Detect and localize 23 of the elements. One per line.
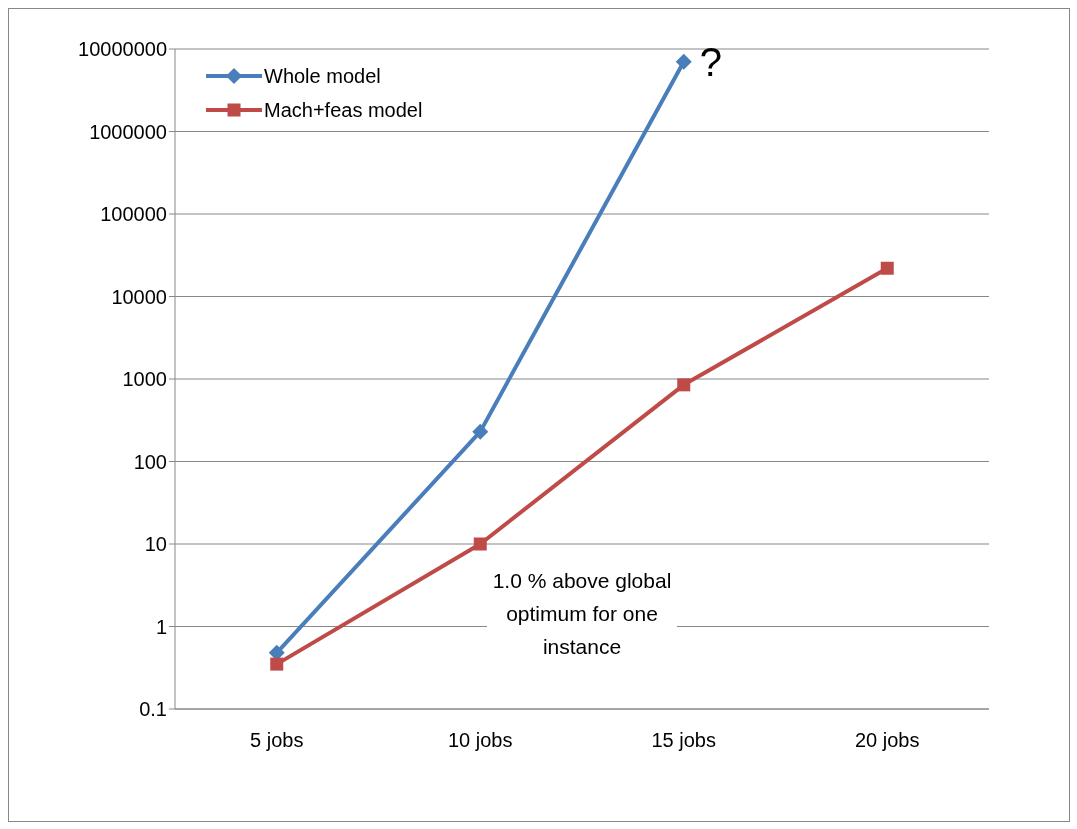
x-tick-label: 15 jobs <box>651 729 716 752</box>
x-tick-label: 20 jobs <box>855 729 920 752</box>
annotation: 1.0 % above global optimum for one instance <box>487 564 677 663</box>
y-tick-label: 0.1 <box>139 698 167 721</box>
y-tick-label: 1000 <box>122 368 167 391</box>
y-tick-label: 100000 <box>100 203 167 226</box>
y-tick-label: 1 <box>155 615 167 638</box>
point <box>472 423 489 440</box>
point <box>270 657 284 671</box>
point <box>880 261 894 275</box>
legend-label: Mach+feas model <box>264 98 423 122</box>
y-tick-label: 10000 <box>111 285 167 308</box>
point <box>473 537 487 551</box>
point <box>677 378 691 392</box>
legend-label: Whole model <box>264 64 381 88</box>
annotation: ? <box>699 39 722 84</box>
x-tick-label: 10 jobs <box>448 729 513 752</box>
y-tick-label: 1000000 <box>89 120 167 143</box>
y-tick-label: 10 <box>144 533 167 556</box>
y-tick-label: 100 <box>133 450 167 473</box>
point <box>675 53 692 70</box>
y-tick-label: 10000000 <box>78 38 167 61</box>
x-tick-label: 5 jobs <box>250 729 304 752</box>
